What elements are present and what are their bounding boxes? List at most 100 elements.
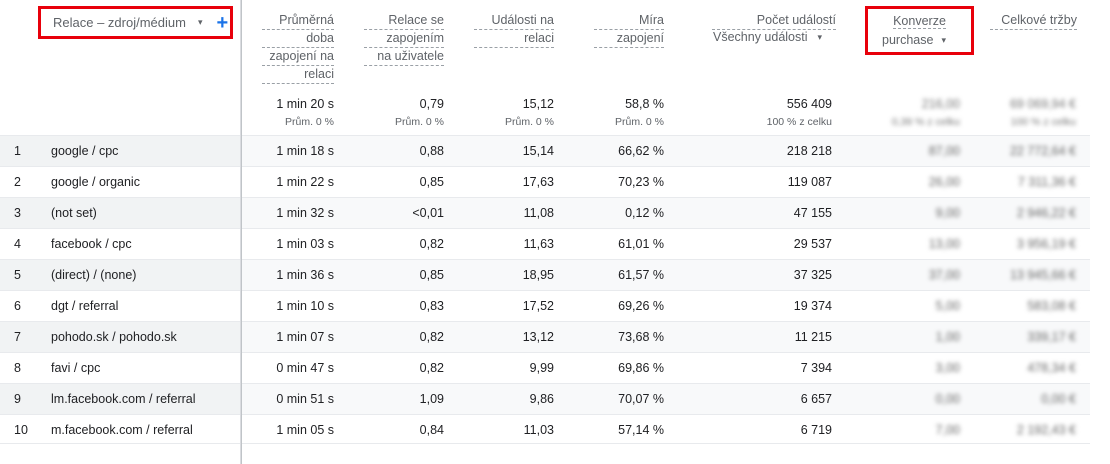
source-medium-value: dgt / referral xyxy=(51,299,119,313)
column-header-line: Počet událostí xyxy=(712,12,836,30)
event-selector[interactable]: Všechny události ▾ xyxy=(713,30,822,44)
metric-cell-events-per-session: 15,14 xyxy=(522,144,554,158)
metric-cell-events-per-session: 11,08 xyxy=(523,206,554,220)
metric-cell-revenue: 0,00 € xyxy=(1041,392,1076,406)
total-sub-revenue: 100 % z celku xyxy=(1010,116,1076,128)
source-medium-value: pohodo.sk / pohodo.sk xyxy=(51,330,177,344)
metric-cell-event-count: 11 215 xyxy=(794,330,832,344)
row-index: 7 xyxy=(14,330,21,344)
chevron-down-icon[interactable]: ▾ xyxy=(197,17,203,27)
add-dimension-icon[interactable]: + xyxy=(216,11,229,34)
table-row[interactable]: 7 pohodo.sk / pohodo.sk 1 min 07 s 0,82 13,1… xyxy=(0,321,1090,352)
chevron-down-icon[interactable]: ▾ xyxy=(817,31,823,42)
metric-cell-events-per-session: 9,86 xyxy=(529,392,554,406)
metric-cell-event-count: 6 719 xyxy=(800,423,832,437)
metrics-cell-group xyxy=(242,198,1090,228)
column-header-line: zapojením xyxy=(364,30,444,48)
total-sub-engagement-rate: Prům. 0 % xyxy=(614,116,664,128)
metric-cell-engaged-per-user: 0,83 xyxy=(419,299,444,313)
metrics-cell-group xyxy=(242,384,1090,414)
column-header-engaged-per-user[interactable]: Relace se zapojením na uživatele xyxy=(364,12,444,66)
total-engagement-rate: 58,8 % xyxy=(625,97,664,111)
metric-cell-event-count: 6 657 xyxy=(800,392,832,406)
total-sub-events-per-session: Prům. 0 % xyxy=(504,116,554,128)
table-row[interactable]: 1 google / cpc 1 min 18 s 0,88 15,14 66,62 % 2… xyxy=(0,135,1090,166)
dimension-cell xyxy=(0,198,240,228)
metrics-cell-group xyxy=(242,260,1090,290)
metric-cell-avg-engagement: 1 min 36 s xyxy=(276,268,334,282)
table-row[interactable]: 10 m.facebook.com / referral 1 min 05 s 0,8… xyxy=(0,414,1090,445)
metric-cell-engaged-per-user: 0,82 xyxy=(419,237,444,251)
metric-cell-revenue: 478,34 € xyxy=(1027,361,1076,375)
chevron-down-icon[interactable]: ▾ xyxy=(941,34,946,45)
metric-cell-revenue: 22 772,64 € xyxy=(1009,144,1076,158)
metric-cell-engagement-rate: 61,01 % xyxy=(618,237,664,251)
conversion-event-label: purchase xyxy=(882,33,934,47)
metric-cell-conversions: 26,00 xyxy=(928,175,960,189)
metric-cell-avg-engagement: 1 min 07 s xyxy=(276,330,334,344)
metric-cell-revenue: 2 192,43 € xyxy=(1016,423,1076,437)
metric-cell-engagement-rate: 0,12 % xyxy=(625,206,664,220)
metric-cell-revenue: 13 945,66 € xyxy=(1009,268,1076,282)
column-header-line: relaci xyxy=(262,66,334,84)
metric-cell-engagement-rate: 73,68 % xyxy=(618,330,664,344)
conversion-event-selector[interactable]: purchase ▾ xyxy=(882,33,946,47)
source-medium-value: (direct) / (none) xyxy=(51,268,137,282)
table-row[interactable]: 6 dgt / referral 1 min 10 s 0,83 17,52 69,26 … xyxy=(0,290,1090,321)
column-header-events-per-session[interactable]: Události na relaci xyxy=(474,12,554,48)
table-row[interactable]: 8 favi / cpc 0 min 47 s 0,82 9,99 69,86 % 7 39… xyxy=(0,352,1090,383)
total-event-count: 556 409 xyxy=(786,97,832,111)
metric-cell-avg-engagement: 1 min 03 s xyxy=(276,237,334,251)
table-row[interactable]: 9 lm.facebook.com / referral 0 min 51 s 1,0… xyxy=(0,383,1090,414)
table-row[interactable]: 4 facebook / cpc 1 min 03 s 0,82 11,63 61,01 … xyxy=(0,228,1090,259)
dimension-selector[interactable]: Relace – zdroj/médium ▾ + xyxy=(38,6,233,39)
metric-cell-conversions: 13,00 xyxy=(928,237,960,251)
table-row[interactable]: 5 (direct) / (none) 1 min 36 s 0,85 18,95 61,… xyxy=(0,259,1090,290)
event-selector-label: Všechny události xyxy=(713,30,808,44)
table-row[interactable]: 3 (not set) 1 min 32 s <0,01 11,08 0,12 % 47 1… xyxy=(0,197,1090,228)
metric-cell-conversions: 1,00 xyxy=(935,330,960,344)
dimension-cell xyxy=(0,353,240,383)
column-header-conversions[interactable]: Konverze purchase ▾ xyxy=(865,6,974,55)
metric-cell-engagement-rate: 70,07 % xyxy=(618,392,664,406)
metrics-cell-group xyxy=(242,136,1090,166)
table-row[interactable]: 2 google / organic 1 min 22 s 0,85 17,63 70,2… xyxy=(0,166,1090,197)
column-header-event-count[interactable]: Počet událostí xyxy=(712,12,836,30)
metric-cell-event-count: 218 218 xyxy=(786,144,832,158)
dimension-cell xyxy=(0,260,240,290)
metric-cell-revenue: 3 956,19 € xyxy=(1016,237,1076,251)
column-header-line: doba xyxy=(262,30,334,48)
total-conversions: 216,00 xyxy=(921,97,960,111)
metric-cell-engagement-rate: 69,26 % xyxy=(618,299,664,313)
metric-cell-events-per-session: 11,03 xyxy=(523,423,554,437)
metric-cell-engagement-rate: 69,86 % xyxy=(618,361,664,375)
column-divider xyxy=(241,0,242,464)
row-index: 8 xyxy=(14,361,21,375)
metric-cell-engaged-per-user: 0,88 xyxy=(419,144,444,158)
source-medium-value: google / organic xyxy=(51,175,140,189)
metric-cell-events-per-session: 13,12 xyxy=(522,330,554,344)
row-index: 4 xyxy=(14,237,21,251)
metric-cell-avg-engagement: 0 min 47 s xyxy=(276,361,334,375)
column-header-avg-engagement[interactable]: Průměrná doba zapojení na relaci xyxy=(262,12,334,84)
source-medium-value: facebook / cpc xyxy=(51,237,132,251)
column-header-line: Konverze xyxy=(893,14,946,29)
column-header-engagement-rate[interactable]: Míra zapojení xyxy=(594,12,664,48)
total-events-per-session: 15,12 xyxy=(522,97,554,111)
row-index: 5 xyxy=(14,268,21,282)
metric-cell-conversions: 3,00 xyxy=(935,361,960,375)
metric-cell-conversions: 5,00 xyxy=(935,299,960,313)
metric-cell-conversions: 0,00 xyxy=(935,392,960,406)
total-sub-engaged-per-user: Prům. 0 % xyxy=(394,116,444,128)
column-header-line: na uživatele xyxy=(364,48,444,66)
total-sub-event-count: 100 % z celku xyxy=(766,116,832,128)
column-header-line: Celkové tržby xyxy=(990,12,1077,30)
metric-cell-event-count: 7 394 xyxy=(800,361,832,375)
metric-cell-engagement-rate: 66,62 % xyxy=(618,144,664,158)
column-header-revenue[interactable]: Celkové tržby xyxy=(990,12,1077,30)
dimension-selector-label: Relace – zdroj/médium xyxy=(53,15,186,30)
metric-cell-conversions: 9,00 xyxy=(935,206,960,220)
metric-cell-conversions: 7,00 xyxy=(935,423,960,437)
metric-cell-avg-engagement: 1 min 18 s xyxy=(276,144,334,158)
